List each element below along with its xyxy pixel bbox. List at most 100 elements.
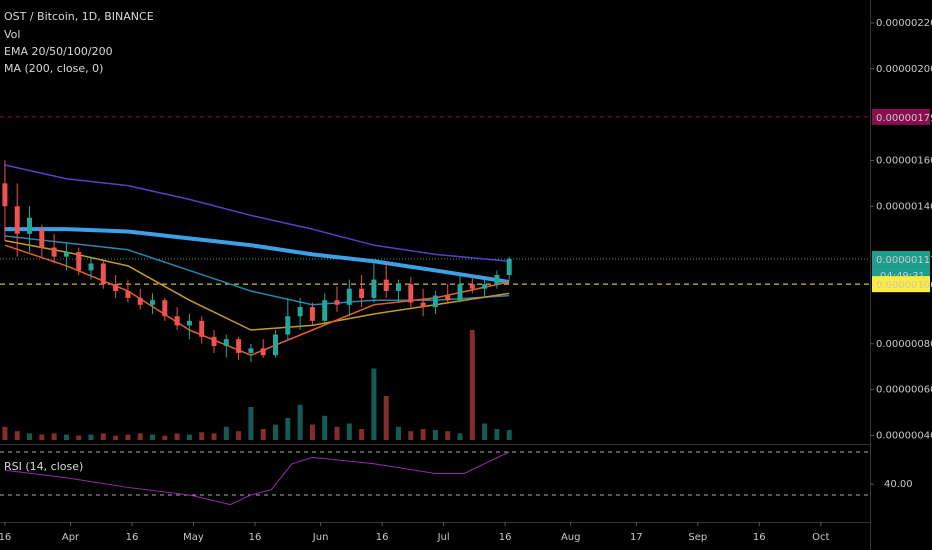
moving-average [4,227,510,284]
x-tick-label: 16 [0,532,11,543]
price-label: 0.00000179 [876,113,932,124]
volume-bar [506,430,512,440]
candle-body [457,284,463,301]
candle-body [285,316,291,335]
volume-bar [223,426,229,440]
candle-body [432,295,438,308]
volume-bar [371,368,377,440]
legend-entry: MA (200, close, 0) [4,62,103,75]
volume-bar [420,429,426,440]
x-tick-label: 16 [753,532,766,543]
volume-bar [334,426,340,440]
volume-bar [383,396,389,440]
x-tick-label: May [183,532,204,543]
moving-average [4,239,510,331]
price-label: 0.00000106 [876,280,932,291]
candle-body [482,284,488,289]
candle-body [445,295,451,301]
volume-bar [457,433,463,440]
candle-body [14,206,20,234]
candle-body [236,339,242,353]
x-tick-label: 16 [499,532,512,543]
candle-body [420,302,426,308]
volume-bar [150,434,156,440]
volume-bar [469,330,475,440]
candle-body [27,217,33,234]
candle-body [51,247,57,257]
candle-body [506,258,512,275]
y-tick-label: 0.00000040 [876,430,932,441]
x-tick-label: 16 [249,532,262,543]
price-label-bg [872,276,930,293]
volume-bar [445,431,451,440]
candle-body [371,279,377,298]
candle-body [2,183,8,207]
candle-body [383,279,389,292]
candle-body [359,288,365,298]
candle-body [260,348,266,356]
volume-bar [125,434,131,440]
x-tick-label: 17 [630,532,643,543]
volume-bar [174,433,180,440]
volume-bar [236,431,242,440]
volume-bar [309,424,315,440]
candle-body [223,339,229,347]
y-tick-label: 0.00000160 [876,155,932,166]
candle-body [248,348,254,353]
price-label: 0.00000117 [876,255,932,266]
volume-bar [2,426,8,440]
legend-entry: EMA 20/50/100/200 [4,45,113,58]
candle-body [199,320,205,337]
volume-bar [137,433,143,440]
volume-bar [39,434,45,440]
price-label-bg [872,108,930,125]
volume-bar [88,434,94,440]
volume-bar [322,415,328,440]
x-tick-label: Aug [561,532,581,543]
candle-body [396,284,402,292]
rsi-title: RSI (14, close) [4,460,83,473]
x-tick-label: 16 [126,532,139,543]
candle-body [100,263,106,285]
legend-entry: Vol [4,28,20,41]
volume-bar [100,433,106,440]
y-tick-label: 0.00000060 [876,385,932,396]
rsi-line [4,451,510,506]
y-tick-label: 0.00000140 [876,201,932,212]
volume-bar [260,429,266,440]
x-tick-label: Oct [812,532,829,543]
volume-bar [396,426,402,440]
volume-bar [285,418,291,440]
candle-body [322,300,328,321]
volume-bar [248,407,254,440]
candle-body [346,288,352,305]
candle-body [334,300,340,305]
volume-bar [76,435,82,440]
y-tick-label: 40.00 [884,479,913,490]
candle-body [309,307,315,321]
volume-bar [273,424,279,440]
candle-body [150,300,156,305]
candle-body [273,334,279,356]
x-tick-label: 16 [376,532,389,543]
price-label-bg [872,250,930,267]
candle-body [125,291,131,298]
volume-bar [199,432,205,440]
x-tick-label: Jun [312,532,329,543]
volume-bar [186,434,192,440]
candle-body [211,336,217,347]
volume-bar [63,434,69,440]
volume-bar [346,423,352,440]
candle-body [494,275,500,285]
candle-body [408,284,414,303]
volume-bar [297,404,303,440]
y-tick-label: 0.00000200 [876,64,932,75]
y-tick-label: 0.00000220 [876,18,932,29]
volume-bar [482,423,488,440]
candle-body [88,263,94,271]
volume-bar [359,429,365,440]
candle-body [162,300,168,317]
candle-body [63,252,69,257]
candle-body [469,284,475,289]
